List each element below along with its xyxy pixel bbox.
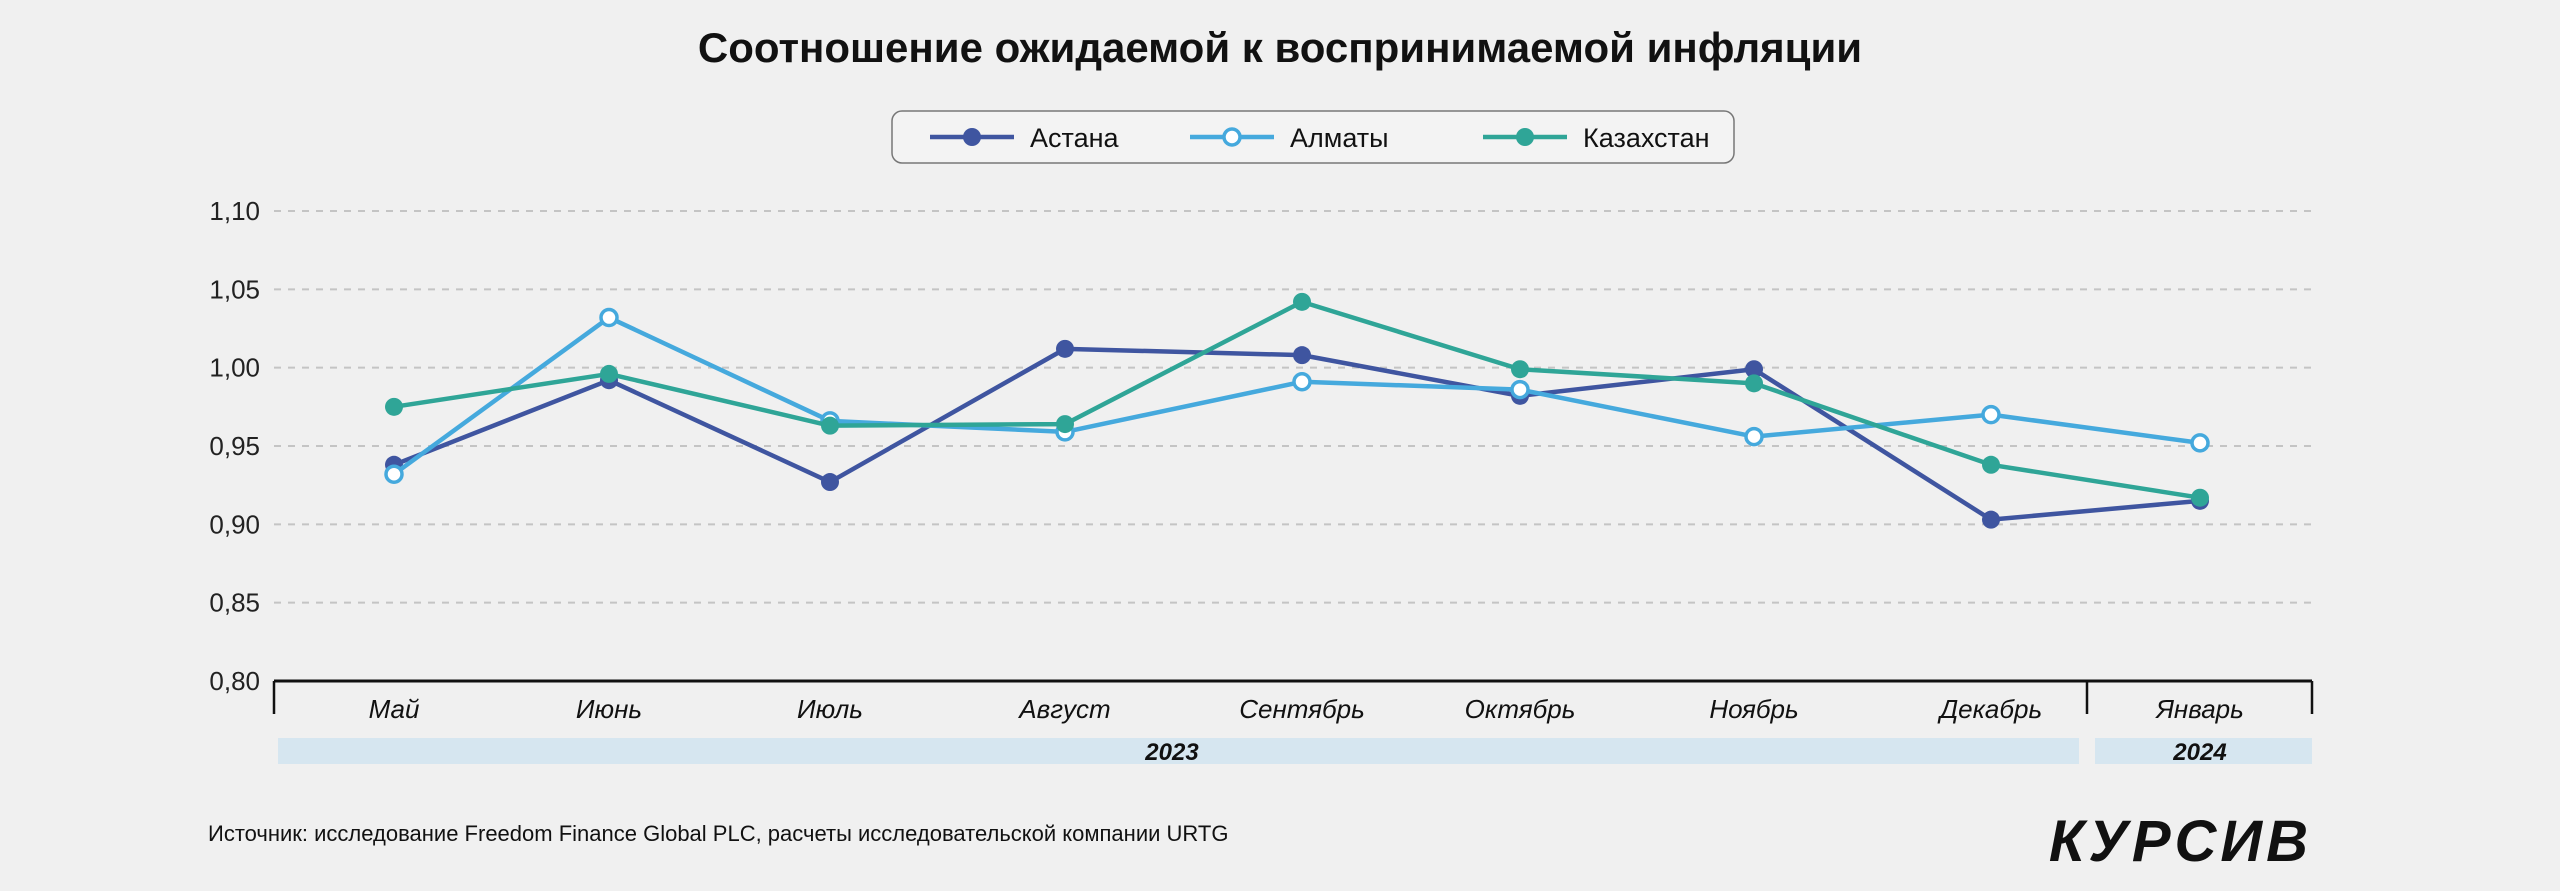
data-point (1056, 415, 1074, 434)
series-lines (384, 292, 2210, 529)
x-tick-label: Июнь (576, 694, 642, 724)
grid: 0,80 0,85 0,90 0,95 1,00 1,05 1,10 (209, 196, 2312, 696)
data-point (2191, 488, 2209, 507)
x-axis: Май Июнь Июль Август Сентябрь Октябрь Ноябрь Де… (272, 679, 2314, 766)
series-line (392, 315, 2201, 477)
y-tick-label: 0,95 (209, 431, 260, 461)
x-tick-label: Январь (2154, 694, 2244, 724)
x-tick-label: Ноябрь (1709, 694, 1798, 724)
legend-box (891, 110, 1735, 164)
y-tick-label: 1,00 (209, 353, 260, 383)
legend-label: Казахстан (1583, 123, 1710, 153)
x-tick-label: Октябрь (1465, 694, 1576, 724)
y-tick-label: 1,10 (209, 196, 260, 226)
year-label: 2024 (2172, 739, 2226, 766)
year-label: 2023 (1144, 739, 1199, 766)
year-band-2023 (278, 738, 2079, 764)
kursiv-logo: КУРСИВ (2049, 809, 2312, 874)
data-point (600, 364, 618, 383)
data-point (1744, 426, 1764, 447)
data-point (1510, 379, 1530, 400)
x-tick-label: Июль (797, 694, 863, 724)
x-tick-label: Май (369, 694, 420, 724)
legend-marker (963, 128, 981, 146)
data-point (821, 473, 839, 492)
data-point (385, 397, 403, 416)
data-point (1745, 360, 1763, 379)
legend-marker (1222, 127, 1242, 147)
legend-label: Алматы (1290, 123, 1389, 153)
data-point (1292, 372, 1312, 392)
chart-title: Соотношение ожидаемой к воспринимаемой и… (698, 24, 1862, 71)
data-point (1981, 404, 2001, 425)
data-point (1745, 374, 1763, 393)
data-point (1056, 339, 1074, 358)
source-note: Источник: исследование Freedom Finance G… (208, 821, 1228, 846)
x-tick-label: Август (1017, 694, 1110, 724)
y-tick-label: 0,85 (209, 588, 260, 618)
legend-marker (1516, 128, 1534, 146)
x-tick-label: Декабрь (1937, 694, 2042, 724)
y-tick-label: 0,90 (209, 509, 260, 539)
data-point (821, 416, 839, 435)
data-point (1293, 292, 1311, 311)
data-point (384, 464, 404, 484)
data-point (1982, 455, 2000, 474)
series-Алматы (384, 307, 2210, 484)
data-point (2190, 433, 2210, 453)
y-tick-label: 1,05 (209, 274, 260, 304)
legend: Астана Алматы Казахстан (891, 110, 1735, 164)
series-Казахстан (385, 292, 2209, 507)
data-point (1293, 346, 1311, 365)
series-line (393, 299, 2201, 500)
data-point (599, 307, 619, 328)
x-tick-label: Сентябрь (1239, 694, 1365, 724)
legend-label: Астана (1030, 123, 1119, 153)
data-point (1982, 510, 2000, 529)
y-tick-label: 0,80 (209, 666, 260, 696)
data-point (1511, 360, 1529, 379)
year-band-2024 (2095, 738, 2312, 764)
